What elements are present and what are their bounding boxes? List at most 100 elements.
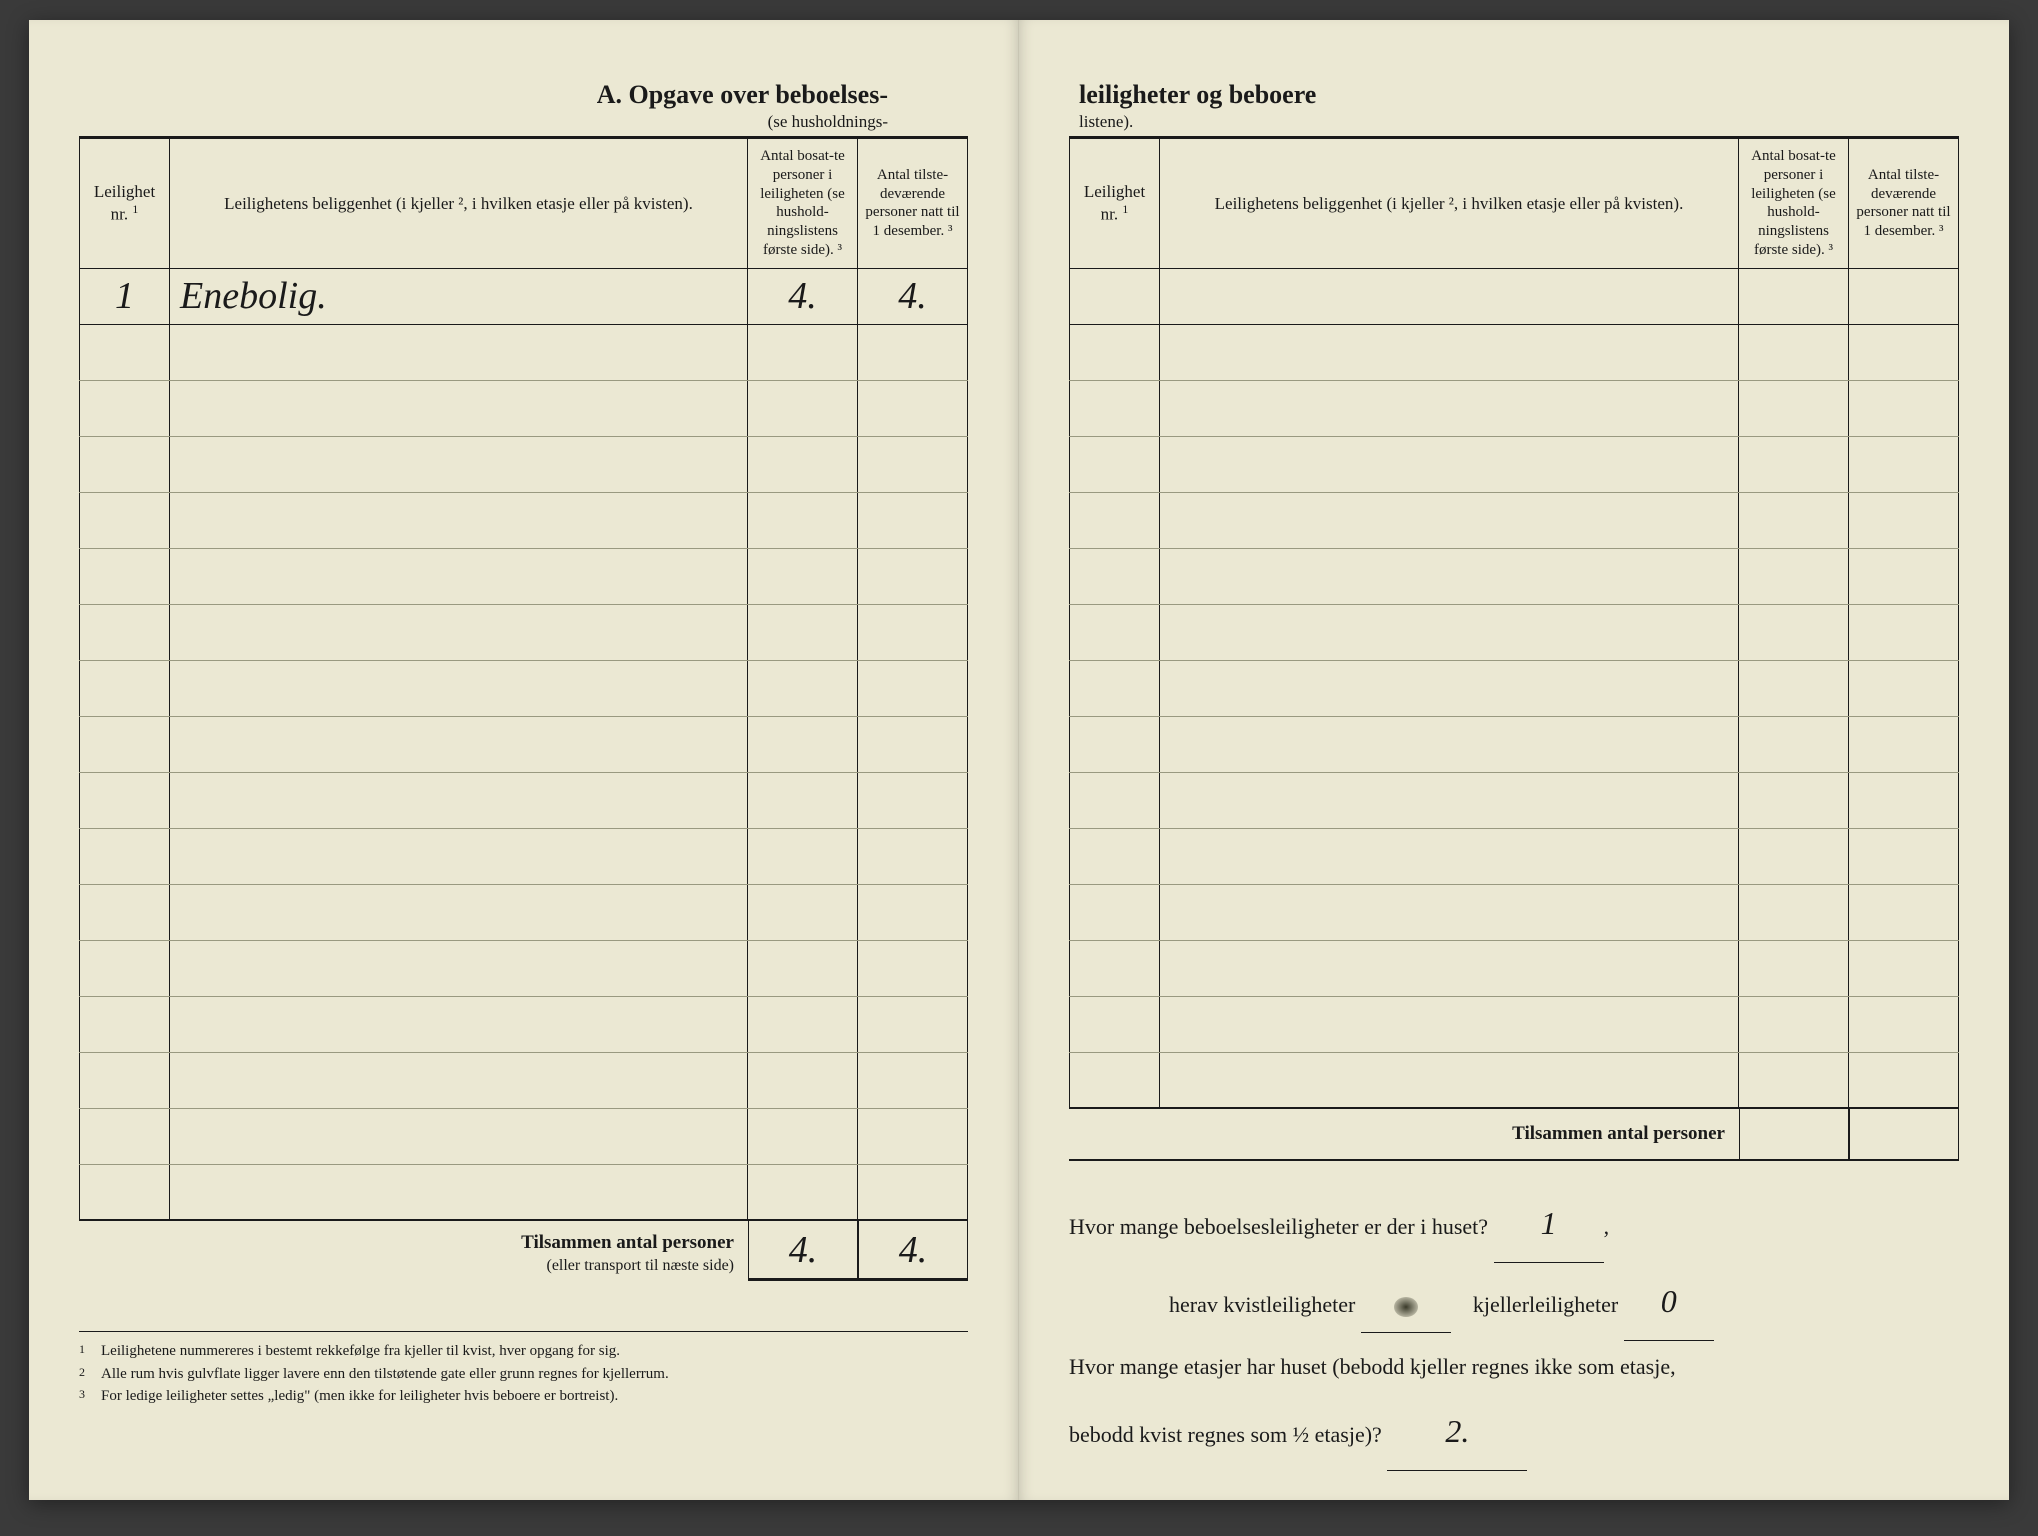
cell-beliggenhet [1160,772,1739,828]
cell-bosatte [748,1164,858,1220]
table-row [80,660,968,716]
cell-tilstede [1849,380,1959,436]
cell-bosatte [1739,1052,1849,1108]
cell-bosatte [748,548,858,604]
question-2: herav kvistleiligheter kjellerleilighete… [1069,1263,1959,1341]
cell-nr [80,604,170,660]
cell-tilstede [858,716,968,772]
cell-tilstede [1849,828,1959,884]
cell-tilstede [858,380,968,436]
cell-bosatte [1739,380,1849,436]
cell-tilstede [858,828,968,884]
cell-nr [80,996,170,1052]
table-row [1070,884,1959,940]
table-row [80,828,968,884]
q1-answer: 1 [1494,1185,1604,1263]
cell-tilstede [1849,660,1959,716]
cell-beliggenhet [1160,660,1739,716]
right-page: leiligheter og beboere listene). Leiligh… [1019,20,2009,1500]
totals-label-left: Tilsammen antal personer (eller transpor… [79,1222,748,1280]
cell-bosatte [1739,660,1849,716]
cell-beliggenhet [1160,828,1739,884]
cell-tilstede [858,996,968,1052]
table-row [1070,660,1959,716]
questions-block: Hvor mange beboelsesleiligheter er der i… [1069,1185,1959,1471]
cell-bosatte [748,660,858,716]
table-row [1070,268,1959,324]
cell-tilstede [1849,436,1959,492]
q2b-answer: 0 [1624,1263,1714,1341]
col-header-nr-r: Leilighet nr. 1 [1070,138,1160,269]
table-row [1070,940,1959,996]
cell-nr [80,1108,170,1164]
col-header-beliggenhet-r: Leilighetens beliggenhet (i kjeller ², i… [1160,138,1739,269]
table-row [80,604,968,660]
table-row: 1Enebolig.4.4. [80,268,968,324]
cell-beliggenhet [1160,884,1739,940]
table-row [80,772,968,828]
cell-tilstede [858,1164,968,1220]
cell-nr [1070,716,1160,772]
cell-nr [80,1052,170,1108]
totals-bosatte-cell-r [1739,1109,1849,1159]
cell-bosatte [1739,492,1849,548]
cell-nr [1070,940,1160,996]
question-3a: Hvor mange etasjer har huset (bebodd kje… [1069,1341,1959,1394]
cell-tilstede [1849,996,1959,1052]
table-row [80,1164,968,1220]
cell-beliggenhet [1160,940,1739,996]
cell-nr [1070,548,1160,604]
cell-bosatte [1739,604,1849,660]
cell-nr [1070,380,1160,436]
col-header-beliggenhet: Leilighetens beliggenhet (i kjeller ², i… [170,138,748,269]
cell-beliggenhet [170,716,748,772]
cell-tilstede [858,772,968,828]
document-spread: A. Opgave over beboelses- (se husholdnin… [29,20,2009,1500]
cell-bosatte [1739,828,1849,884]
cell-beliggenhet [170,548,748,604]
cell-bosatte [1739,716,1849,772]
cell-tilstede [858,1108,968,1164]
cell-bosatte [748,492,858,548]
cell-nr [1070,268,1160,324]
cell-nr [80,380,170,436]
cell-beliggenhet [170,1164,748,1220]
cell-bosatte [748,380,858,436]
table-row [1070,548,1959,604]
cell-tilstede [858,884,968,940]
cell-tilstede [1849,268,1959,324]
cell-tilstede [858,1052,968,1108]
table-row [1070,772,1959,828]
cell-bosatte [1739,940,1849,996]
cell-beliggenhet [170,884,748,940]
cell-nr [80,828,170,884]
footnotes: 1Leilighetene nummereres i bestemt rekke… [79,1331,968,1408]
cell-nr [80,492,170,548]
cell-nr [80,884,170,940]
cell-nr [80,716,170,772]
cell-tilstede [858,324,968,380]
cell-beliggenhet [1160,716,1739,772]
cell-beliggenhet [170,828,748,884]
cell-tilstede [858,548,968,604]
cell-nr [1070,436,1160,492]
cell-bosatte [1739,996,1849,1052]
right-table: Leilighet nr. 1 Leilighetens beliggenhet… [1069,136,1959,1109]
cell-bosatte [1739,772,1849,828]
smudge-icon [1394,1297,1418,1317]
cell-bosatte: 4. [748,268,858,324]
table-row [80,548,968,604]
cell-nr [1070,772,1160,828]
cell-beliggenhet [170,1052,748,1108]
table-row [80,884,968,940]
footnote-1: 1Leilighetene nummereres i bestemt rekke… [79,1340,968,1363]
cell-beliggenhet [1160,436,1739,492]
cell-bosatte [1739,324,1849,380]
table-row [1070,604,1959,660]
table-row [1070,996,1959,1052]
cell-tilstede [858,604,968,660]
cell-tilstede [1849,1052,1959,1108]
cell-tilstede [858,940,968,996]
cell-nr [1070,1052,1160,1108]
cell-beliggenhet [170,996,748,1052]
